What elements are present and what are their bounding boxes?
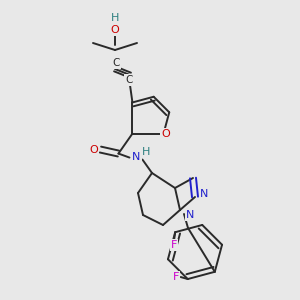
Text: F: F bbox=[171, 240, 177, 250]
Text: N: N bbox=[132, 152, 141, 162]
Text: C: C bbox=[112, 58, 120, 68]
Text: F: F bbox=[172, 272, 179, 282]
Text: H: H bbox=[142, 147, 151, 157]
Text: N: N bbox=[200, 189, 208, 199]
Text: O: O bbox=[161, 129, 170, 139]
Text: O: O bbox=[111, 25, 119, 35]
Text: C: C bbox=[125, 75, 133, 85]
Text: O: O bbox=[89, 145, 98, 154]
Text: H: H bbox=[111, 13, 119, 23]
Text: N: N bbox=[186, 210, 194, 220]
